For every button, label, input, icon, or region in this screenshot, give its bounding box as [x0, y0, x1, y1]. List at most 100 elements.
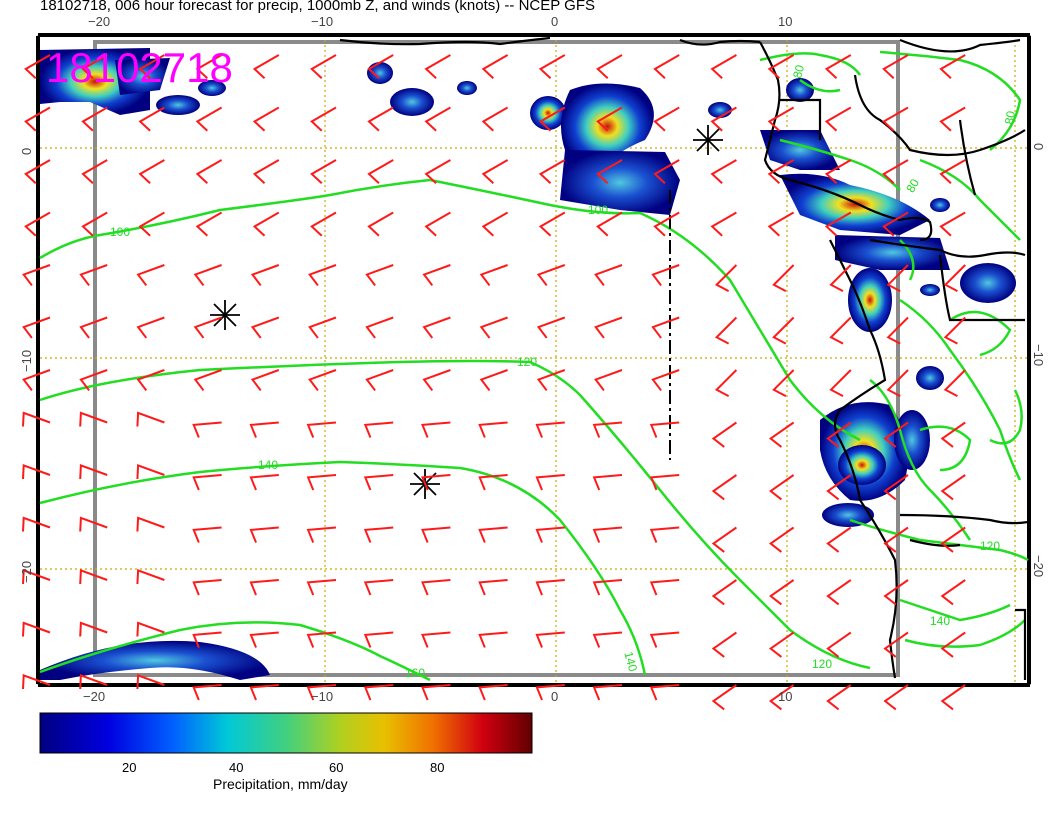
wind-barb	[310, 211, 337, 237]
wind-barb	[596, 159, 623, 184]
tick-bottom: −10	[311, 689, 333, 704]
wind-barb	[886, 369, 909, 398]
wind-barb	[136, 516, 165, 532]
coastlines	[339, 36, 1029, 680]
wind-barb	[22, 264, 51, 287]
wind-barb	[195, 106, 223, 132]
wind-barb	[649, 684, 680, 701]
wind-barb	[479, 316, 508, 339]
wind-barb	[136, 411, 165, 427]
contour-label: 100	[588, 203, 608, 217]
wind-barb	[367, 54, 394, 79]
wind-barb	[424, 106, 451, 132]
wind-barb	[22, 464, 51, 480]
wind-barb	[363, 421, 394, 438]
wind-barb	[478, 474, 508, 491]
wind-barb	[136, 264, 165, 287]
contour-label: 160	[405, 666, 425, 680]
wind-barb	[249, 474, 279, 491]
wind-barb	[826, 684, 852, 711]
wind-barb	[192, 631, 222, 648]
wind-barb	[767, 54, 795, 79]
wind-barb	[710, 54, 737, 79]
wind-barb	[81, 211, 108, 237]
wind-barb	[535, 684, 565, 701]
colorbar-tick: 40	[229, 760, 244, 775]
wind-barb	[79, 316, 108, 339]
wind-barb	[192, 684, 222, 701]
wind-barb	[883, 421, 909, 448]
wind-barb	[594, 316, 623, 339]
wind-barb	[824, 54, 852, 79]
wind-barb	[365, 316, 394, 339]
wind-barb	[829, 369, 852, 398]
wind-barb	[594, 369, 623, 392]
wind-barb	[308, 369, 337, 392]
wind-barb	[421, 579, 451, 596]
wind-barb	[535, 421, 565, 438]
wind-barb	[136, 369, 165, 392]
wind-barb	[538, 159, 566, 184]
wind-barb	[479, 369, 508, 392]
wind-barb	[649, 421, 680, 438]
wind-barb	[710, 211, 737, 237]
contour-label: 120	[812, 657, 832, 671]
wind-barb	[136, 316, 165, 339]
wind-barb	[538, 54, 566, 79]
wind-barb	[363, 684, 394, 701]
wind-barb	[81, 159, 108, 184]
tick-left: −10	[19, 350, 34, 372]
wind-barb	[249, 684, 279, 701]
wind-barb	[939, 106, 966, 132]
wind-barb	[192, 421, 222, 438]
tick-left: 0	[19, 148, 34, 155]
wind-barb	[768, 421, 795, 448]
contour-labels: 100 100 120 140 120 140 160 120 140 80 8…	[110, 63, 1018, 680]
wind-barb	[310, 54, 337, 79]
wind-barb	[421, 526, 451, 543]
wind-barb	[249, 631, 279, 648]
contour-label: 140	[930, 614, 950, 628]
wind-barb	[772, 264, 795, 293]
contour-label: 80	[1002, 110, 1018, 126]
wind-barb	[310, 106, 337, 132]
date-stamp: 18102718	[46, 44, 233, 91]
wind-barb	[363, 579, 394, 596]
wind-barb	[422, 316, 451, 339]
wind-barb	[653, 159, 680, 184]
wind-barb	[649, 579, 680, 596]
wind-barb	[824, 211, 852, 237]
wind-barbs	[22, 54, 966, 711]
tick-bottom: −20	[83, 689, 105, 704]
wind-barb	[478, 684, 508, 701]
wind-barb	[306, 579, 337, 596]
contour-label: 120	[980, 539, 1000, 553]
wind-barb	[250, 369, 280, 392]
tick-right: 0	[1031, 143, 1046, 150]
wind-barb	[768, 631, 795, 658]
tick-top: −20	[88, 14, 110, 29]
wind-barb	[306, 526, 337, 543]
wind-barb	[886, 264, 909, 293]
wind-barb	[136, 464, 165, 480]
wind-barb	[653, 211, 680, 237]
wind-barb	[943, 264, 966, 293]
wind-barb	[767, 211, 795, 237]
wind-barb	[940, 474, 966, 501]
precip-areas	[40, 48, 1016, 680]
wind-barb	[367, 106, 394, 132]
wind-barb	[886, 316, 909, 345]
wind-barb	[939, 211, 966, 237]
wind-barb	[22, 621, 51, 637]
wind-barb	[536, 316, 566, 339]
wind-barb	[882, 159, 909, 184]
wind-barb	[940, 579, 966, 606]
wind-barb	[710, 159, 737, 184]
wind-barb	[536, 264, 566, 287]
wind-barb	[22, 369, 51, 392]
wind-barb	[193, 316, 222, 339]
wind-barb	[772, 316, 795, 345]
wind-barb	[772, 369, 795, 398]
wind-barb	[79, 264, 108, 287]
